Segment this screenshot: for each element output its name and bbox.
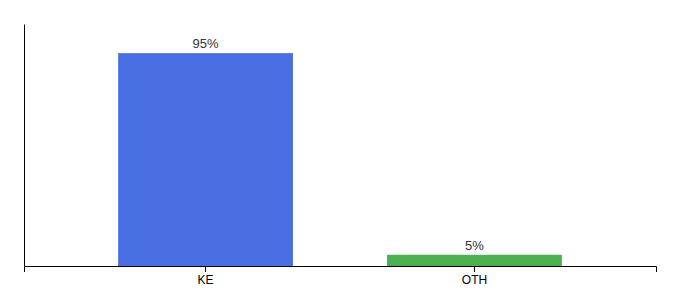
data-labels: 95% 5%: [193, 36, 485, 253]
x-tick-label: KE: [198, 273, 214, 287]
y-axis: [24, 25, 25, 267]
x-tick-label: OTH: [462, 273, 487, 287]
x-tick: KE: [198, 266, 214, 287]
y-axis-line: [24, 25, 25, 267]
x-axis: KE OTH: [25, 266, 657, 287]
chart-container: KE OTH 95% 5%: [0, 0, 680, 300]
bar: [118, 53, 293, 266]
x-tick-mark: [205, 266, 206, 272]
bars: [118, 53, 562, 266]
x-tick-mark: [474, 266, 475, 272]
bar: [387, 255, 562, 266]
x-tick: OTH: [462, 266, 487, 287]
chart-svg: KE OTH 95% 5%: [0, 0, 680, 300]
x-axis-line: [25, 267, 657, 273]
data-label: 5%: [465, 238, 484, 253]
data-label: 95%: [193, 36, 219, 51]
